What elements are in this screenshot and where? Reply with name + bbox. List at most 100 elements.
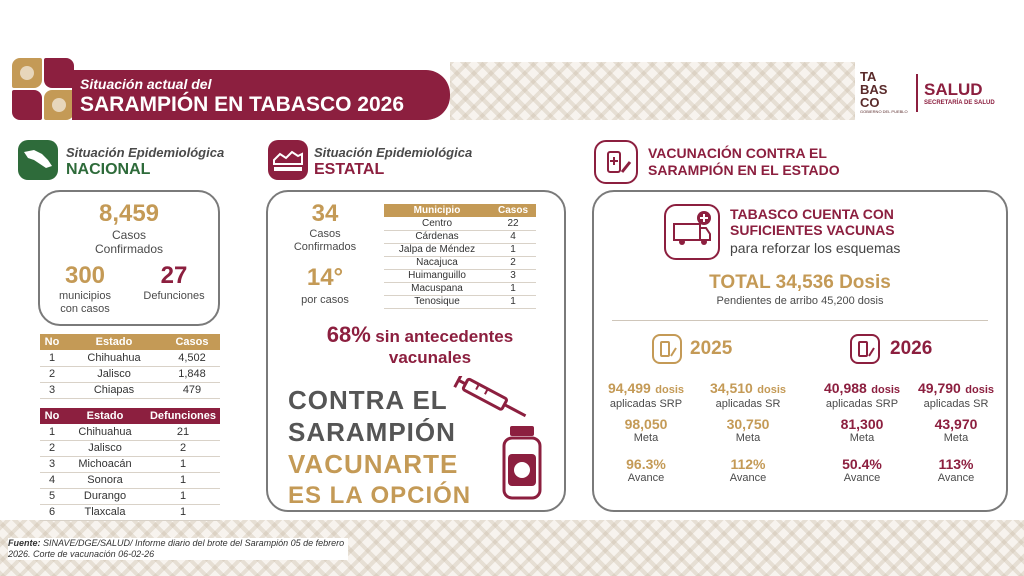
estatal-cases-label: Casos Confirmados bbox=[293, 228, 357, 253]
cell: 1 bbox=[146, 456, 220, 473]
table-row: 6 Tlaxcala 1 bbox=[40, 504, 220, 521]
vac-avance-label: Avance bbox=[843, 472, 881, 484]
cell: 1 bbox=[490, 295, 536, 309]
header-line1: Situación actual del bbox=[80, 76, 212, 92]
nacional-map-icon bbox=[18, 140, 58, 180]
vac-2025-sr: 34,510 dosis aplicadas SR 30,750 Meta 11… bbox=[700, 380, 796, 484]
footer-source: Fuente: SINAVE/DGE/SALUD/ Informe diario… bbox=[8, 538, 348, 560]
estatal-cases: 34 bbox=[311, 200, 339, 227]
col-estado: Estado bbox=[64, 334, 164, 350]
vac-2026-srp: 40,988 dosis aplicadas SRP 81,300 Meta 5… bbox=[812, 380, 912, 484]
year-2025-icon bbox=[652, 334, 682, 364]
vac-dosis-line: 34,510 dosis bbox=[700, 380, 796, 398]
cell: Chiapas bbox=[64, 382, 164, 399]
salud-logo: SALUD SECRETARÍA DE SALUD bbox=[924, 80, 995, 106]
cell: Tlaxcala bbox=[64, 504, 146, 521]
estatal-rank-label: por casos bbox=[301, 294, 349, 306]
tabasco-logo-l2: BAS bbox=[860, 82, 888, 97]
vac-dosis: 94,499 bbox=[607, 380, 651, 396]
vacuna-banner1: TABASCO CUENTA CON bbox=[730, 206, 894, 222]
col-estado: Estado bbox=[64, 408, 146, 424]
estatal-municipios-table: Municipio Casos Centro 22 Cárdenas 4 Jalpa … bbox=[384, 204, 536, 309]
nacional-summary-card bbox=[38, 190, 220, 326]
vac-dosis: 34,510 bbox=[709, 380, 753, 396]
nacional-defunciones-table: No Estado Defunciones 1 Chihuahua 21 2 Jalisc… bbox=[40, 408, 220, 521]
vac-dosis-unit: dosis bbox=[655, 384, 684, 396]
logo-area bbox=[855, 62, 1024, 120]
cell: 5 bbox=[40, 488, 64, 505]
truck-icon bbox=[664, 204, 720, 260]
cell: 1 bbox=[146, 472, 220, 489]
header-title-banner: Situación actual del SARAMPIÓN EN TABASC… bbox=[72, 70, 450, 120]
table-row: 3 Michoacán 1 bbox=[40, 456, 220, 473]
vac-dosis-line: 40,988 dosis bbox=[812, 380, 912, 398]
vacuna-total: TOTAL 34,536 Dosis bbox=[709, 272, 891, 293]
tabasco-logo-l1: TA bbox=[860, 69, 877, 84]
footer-source-label: Fuente: bbox=[8, 538, 41, 548]
vac-meta-label: Meta bbox=[849, 432, 875, 444]
vac-meta-label: Meta bbox=[633, 432, 659, 444]
slogan-line3: VACUNARTE bbox=[288, 449, 459, 479]
vac-avance-label: Avance bbox=[627, 472, 665, 484]
slogan-line2: SARAMPIÓN bbox=[288, 417, 456, 447]
vac-aplicadas: aplicadas SR bbox=[715, 398, 781, 410]
year-2026-icon bbox=[850, 334, 880, 364]
estatal-rank: 14° bbox=[306, 264, 344, 291]
table-row: 2 Jalisco 2 bbox=[40, 440, 220, 457]
cell: 4 bbox=[490, 230, 536, 244]
estatal-map-icon bbox=[268, 140, 308, 180]
cell: 1 bbox=[40, 350, 64, 367]
vac-dosis-unit: dosis bbox=[965, 384, 994, 396]
nacional-casos-table: No Estado Casos 1 Chihuahua 4,502 2 Jalisco 1,… bbox=[40, 334, 220, 399]
vac-avance-label: Avance bbox=[937, 472, 975, 484]
cell: Michoacán bbox=[64, 456, 146, 473]
vac-2026-sr: 49,790 dosis aplicadas SR 43,970 Meta 11… bbox=[908, 380, 1004, 484]
cell: 1 bbox=[40, 424, 64, 441]
estatal-pct-text2: vacunales bbox=[388, 348, 472, 367]
cell: Jalisco bbox=[64, 366, 164, 383]
cell: 1 bbox=[146, 504, 220, 521]
vac-avance: 96.3% bbox=[626, 456, 666, 472]
vac-meta-label: Meta bbox=[943, 432, 969, 444]
header-line2: SARAMPIÓN EN TABASCO 2026 bbox=[80, 93, 405, 116]
cell: 6 bbox=[40, 504, 64, 521]
cell: Macuspana bbox=[384, 282, 490, 296]
cell: 479 bbox=[164, 382, 220, 399]
table-row: 1 Chihuahua 4,502 bbox=[40, 350, 220, 367]
slogan: CONTRA EL SARAMPIÓN VACUNARTE ES LA OPCI… bbox=[288, 384, 498, 512]
estatal-pct-line: 68% sin antecedentes bbox=[280, 322, 560, 348]
col-defunciones: Defunciones bbox=[146, 408, 220, 424]
cell: Tenosique bbox=[384, 295, 490, 309]
cell: Chihuahua bbox=[64, 350, 164, 367]
vac-dosis: 40,988 bbox=[823, 380, 867, 396]
cell: Sonora bbox=[64, 472, 146, 489]
estatal-pct-text1: sin antecedentes bbox=[375, 327, 514, 346]
syringe-icon bbox=[448, 372, 536, 420]
tabasco-logo-sub: GOBIERNO DEL PUEBLO bbox=[860, 109, 908, 114]
nacional-defunciones: 27 bbox=[160, 262, 188, 289]
nacional-cases: 8,459 bbox=[98, 200, 160, 227]
vac-meta-label: Meta bbox=[735, 432, 761, 444]
cell: 2 bbox=[40, 366, 64, 383]
cell: Huimanguillo bbox=[384, 269, 490, 283]
cell: 3 bbox=[490, 269, 536, 283]
table-row: Cárdenas 4 bbox=[384, 230, 536, 244]
vac-dosis-unit: dosis bbox=[757, 384, 786, 396]
table-row: Jalpa de Méndez 1 bbox=[384, 243, 536, 257]
salud-logo-title: SALUD bbox=[924, 80, 983, 99]
cell: 3 bbox=[40, 456, 64, 473]
cell: 21 bbox=[146, 424, 220, 441]
vac-dosis: 49,790 bbox=[917, 380, 961, 396]
cell: 1 bbox=[490, 243, 536, 257]
vac-avance: 113% bbox=[938, 456, 974, 472]
table-row: Nacajuca 2 bbox=[384, 256, 536, 270]
cell: 22 bbox=[490, 217, 536, 231]
table-row: Macuspana 1 bbox=[384, 282, 536, 296]
table-row: 2 Jalisco 1,848 bbox=[40, 366, 220, 383]
nacional-municipios-label: municipios con casos bbox=[59, 290, 111, 315]
estatal-title2: ESTATAL bbox=[314, 161, 385, 178]
cell: Durango bbox=[64, 488, 146, 505]
vac-meta: 43,970 bbox=[934, 416, 978, 432]
vac-dosis-line: 49,790 dosis bbox=[908, 380, 1004, 398]
cell: Centro bbox=[384, 217, 490, 231]
